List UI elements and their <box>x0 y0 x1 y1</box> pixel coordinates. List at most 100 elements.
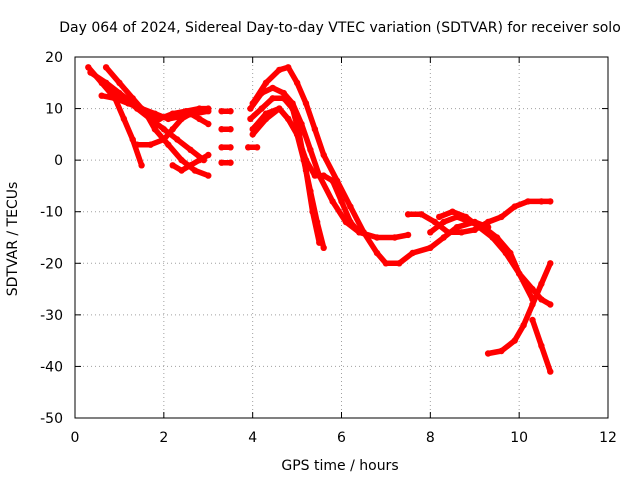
data-point <box>320 244 327 251</box>
data-point <box>107 89 114 97</box>
data-point <box>436 213 443 221</box>
data-point <box>205 108 212 115</box>
data-point <box>313 218 321 226</box>
data-point <box>247 105 254 112</box>
data-point <box>298 120 305 128</box>
y-tick-label: -20 <box>40 256 63 272</box>
data-point <box>307 146 314 153</box>
data-point <box>151 126 159 133</box>
data-point <box>116 79 123 87</box>
data-point <box>484 218 492 226</box>
data-point <box>227 108 234 115</box>
data-point <box>269 95 276 102</box>
data-point <box>289 105 296 112</box>
data-point <box>338 198 345 205</box>
data-point <box>538 198 545 205</box>
data-point <box>247 115 254 123</box>
data-point <box>160 136 167 143</box>
data-point <box>165 141 172 148</box>
data-point <box>147 115 154 123</box>
data-point <box>120 95 128 102</box>
data-point <box>547 368 554 375</box>
data-point <box>98 92 105 99</box>
x-tick-label: 8 <box>426 430 435 446</box>
data-point <box>516 270 523 277</box>
y-tick-label: 10 <box>45 102 63 118</box>
x-tick-label: 2 <box>159 430 168 446</box>
data-point <box>169 126 176 133</box>
data-point <box>529 301 536 308</box>
data-point <box>227 126 234 133</box>
data-point <box>467 218 474 226</box>
data-point <box>347 218 354 226</box>
data-point <box>129 136 136 143</box>
data-point <box>269 84 276 92</box>
data-point <box>382 260 390 267</box>
data-point <box>427 229 434 236</box>
data-point <box>329 177 336 184</box>
data-point <box>191 167 199 174</box>
data-point <box>404 211 412 218</box>
data-point <box>187 146 194 153</box>
data-point <box>409 249 416 257</box>
data-point <box>165 115 172 123</box>
data-point <box>227 144 234 151</box>
data-point <box>440 218 447 226</box>
y-tick-label: -50 <box>40 411 63 427</box>
data-point <box>391 234 398 241</box>
data-point <box>178 115 185 123</box>
data-point <box>311 126 319 133</box>
data-point <box>205 120 212 128</box>
data-point <box>196 115 203 123</box>
data-point <box>373 249 381 257</box>
x-tick-label: 0 <box>71 430 80 446</box>
data-point <box>276 105 283 112</box>
data-point <box>356 229 363 236</box>
data-point <box>196 156 203 164</box>
data-point <box>187 162 194 169</box>
data-point <box>138 162 145 169</box>
x-tick-label: 12 <box>599 430 617 446</box>
data-point <box>174 136 181 143</box>
data-point <box>245 144 252 151</box>
data-point <box>360 229 367 236</box>
data-point <box>520 322 527 329</box>
data-point <box>511 203 518 210</box>
data-point <box>302 156 310 164</box>
data-point <box>547 301 554 308</box>
chart-title: Day 064 of 2024, Sidereal Day-to-day VTE… <box>59 20 621 36</box>
x-axis-label: GPS time / hours <box>281 458 398 474</box>
data-point <box>187 110 194 117</box>
data-point <box>262 110 270 117</box>
data-point <box>218 126 225 133</box>
data-point <box>307 187 314 195</box>
data-point <box>227 159 234 166</box>
data-point <box>511 337 518 344</box>
data-point <box>524 198 532 205</box>
y-tick-label: -40 <box>40 359 63 375</box>
y-tick-label: -30 <box>40 308 63 324</box>
data-point <box>249 126 256 133</box>
data-point <box>147 141 154 148</box>
data-point <box>280 95 287 102</box>
data-point <box>329 198 336 205</box>
data-traces <box>85 64 554 375</box>
data-point <box>249 100 256 107</box>
data-point <box>538 280 545 288</box>
data-point <box>169 162 176 169</box>
data-point <box>129 95 136 102</box>
data-point <box>178 156 185 164</box>
data-point <box>396 260 403 267</box>
data-point <box>404 231 412 239</box>
data-point <box>218 108 225 115</box>
data-point <box>151 110 159 117</box>
data-point <box>87 69 94 76</box>
data-point <box>373 234 381 241</box>
data-point <box>262 79 270 87</box>
data-point <box>285 64 292 71</box>
data-point <box>285 115 292 123</box>
data-point <box>453 224 461 231</box>
plot-frame <box>74 56 609 419</box>
data-point <box>218 144 225 151</box>
data-point <box>293 131 301 138</box>
